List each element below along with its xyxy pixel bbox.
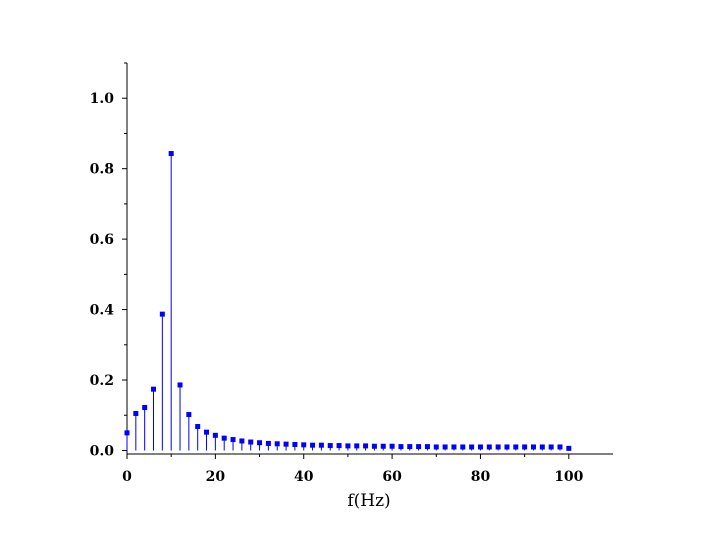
stem-marker xyxy=(433,444,439,450)
x-ticks: 0 20 40 60 80 100 xyxy=(122,454,584,485)
stem-marker xyxy=(416,444,422,450)
stem-marker xyxy=(142,405,148,411)
stem-marker xyxy=(283,441,289,447)
y-ticks: 0.0 0.2 0.4 0.6 0.8 1.0 xyxy=(90,62,127,459)
x-tick-label: 40 xyxy=(294,469,314,485)
stem-marker xyxy=(371,443,377,449)
y-tick-label: 0.0 xyxy=(90,443,115,459)
y-tick-label: 0.6 xyxy=(90,232,114,248)
stem-marker xyxy=(539,444,545,450)
stem-marker xyxy=(548,444,554,450)
markers xyxy=(124,151,572,451)
stem-marker xyxy=(354,443,360,449)
stem-marker xyxy=(318,442,324,448)
stem-marker xyxy=(451,444,457,450)
stem-marker xyxy=(398,444,404,450)
x-tick-label: 100 xyxy=(554,469,583,485)
plot-area: 0.0 0.2 0.4 0.6 0.8 1.0 0 20 40 60 80 100 xyxy=(90,62,613,485)
stem-marker xyxy=(230,437,236,443)
stem-marker xyxy=(265,440,271,446)
stem-marker xyxy=(380,443,386,449)
stem-marker xyxy=(504,444,510,450)
stem-marker xyxy=(557,444,563,450)
x-tick-label: 0 xyxy=(122,469,132,485)
x-tick-label: 80 xyxy=(471,469,491,485)
stem-marker xyxy=(221,435,227,441)
stem-marker xyxy=(566,445,572,451)
stem-marker xyxy=(177,382,183,388)
y-tick-label: 0.4 xyxy=(90,303,115,319)
stem-marker xyxy=(363,443,369,449)
stem-marker xyxy=(530,444,536,450)
x-tick-label: 20 xyxy=(206,469,226,485)
stem-marker xyxy=(292,441,298,447)
stem-marker xyxy=(274,441,280,447)
stem-marker xyxy=(239,438,245,444)
stem-marker xyxy=(195,424,201,430)
stem-marker xyxy=(310,442,316,448)
stem-marker xyxy=(336,443,342,449)
stem-marker xyxy=(186,412,192,418)
stem-marker xyxy=(151,386,157,392)
y-tick-label: 0.8 xyxy=(90,162,114,178)
stem-marker xyxy=(327,443,333,449)
stem-marker xyxy=(212,432,218,438)
stem-marker xyxy=(204,429,210,435)
x-axis-title: f(Hz) xyxy=(347,491,390,511)
y-tick-label: 1.0 xyxy=(90,91,115,107)
stem-marker xyxy=(495,444,501,450)
stem-marker xyxy=(460,444,466,450)
stem-marker xyxy=(442,444,448,450)
stem-marker xyxy=(407,444,413,450)
stem-marker xyxy=(133,410,139,416)
stem-marker xyxy=(345,443,351,449)
stem-marker xyxy=(257,440,263,446)
stem-marker xyxy=(486,444,492,450)
stem-marker xyxy=(513,444,519,450)
stem-marker xyxy=(159,311,165,317)
stem-marker xyxy=(469,444,475,450)
stem-marker xyxy=(168,151,174,157)
y-tick-label: 0.2 xyxy=(90,373,114,389)
x-tick-label: 60 xyxy=(382,469,402,485)
stem-marker xyxy=(522,444,528,450)
stems xyxy=(126,153,570,451)
stem-marker xyxy=(389,443,395,449)
stem-marker xyxy=(124,430,130,436)
stem-marker xyxy=(248,439,254,445)
stem-marker xyxy=(424,444,430,450)
stem-marker xyxy=(301,442,307,448)
stem-marker xyxy=(477,444,483,450)
